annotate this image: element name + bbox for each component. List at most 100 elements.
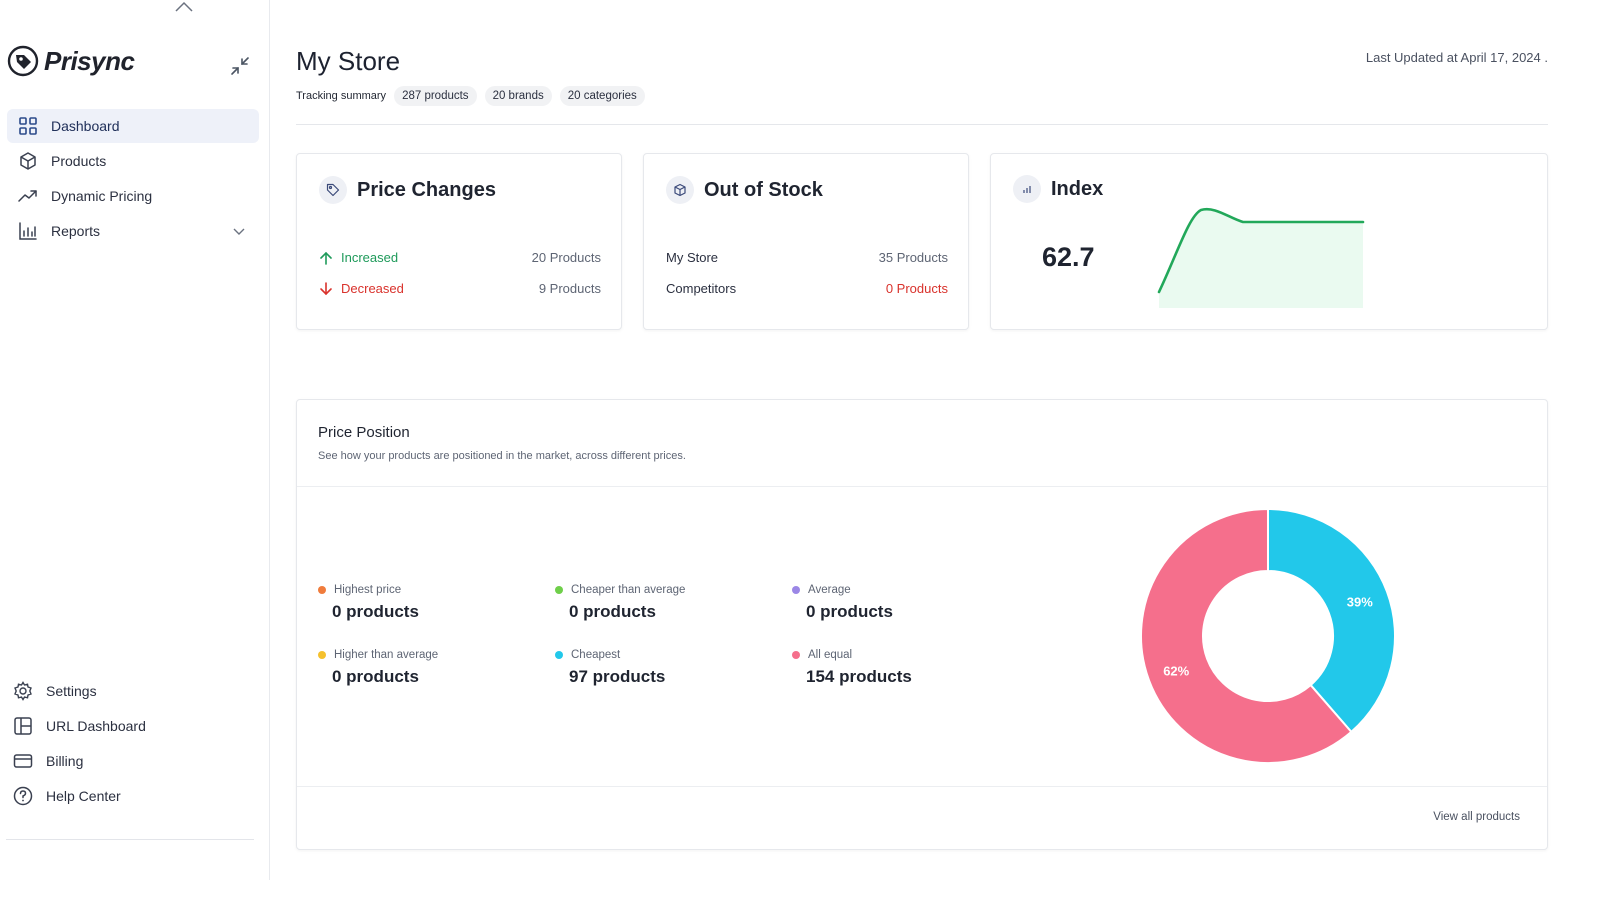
out-of-stock-card[interactable]: Out of Stock My Store 35 Products Compet… bbox=[643, 153, 969, 330]
last-updated-text: Last Updated at April 17, 2024 . bbox=[1365, 50, 1548, 65]
view-all-products-link[interactable]: View all products bbox=[1433, 811, 1520, 823]
categories-count-chip: 20 categories bbox=[559, 86, 645, 106]
legend-value: 0 products bbox=[569, 602, 656, 621]
page-title: My Store bbox=[296, 46, 401, 76]
legend-item-cheaper-than-average[interactable]: Cheaper than average 0 products bbox=[555, 584, 775, 622]
index-card[interactable]: Index 62.7 bbox=[990, 153, 1548, 330]
sidebar-item-settings[interactable]: Settings bbox=[4, 674, 256, 708]
legend-value: 154 products bbox=[806, 667, 912, 686]
main-nav: Dashboard Products Dynamic Pricing Repor… bbox=[7, 109, 259, 249]
increased-row[interactable]: Increased 20 Products bbox=[319, 250, 601, 265]
legend-item-highest-price[interactable]: Highest price 0 products bbox=[318, 584, 538, 622]
donut-data-label: 39% bbox=[1347, 595, 1373, 610]
sidebar-item-url-dashboard[interactable]: URL Dashboard bbox=[4, 709, 256, 743]
arrow-up-icon bbox=[320, 251, 332, 265]
my-store-value: 35 Products bbox=[878, 250, 948, 265]
competitors-row[interactable]: Competitors 0 Products bbox=[666, 281, 948, 296]
chevron-down-icon[interactable] bbox=[231, 223, 247, 239]
sidebar-item-label: Reports bbox=[51, 223, 101, 239]
sidebar-item-dashboard[interactable]: Dashboard bbox=[7, 109, 259, 143]
legend-dot bbox=[318, 651, 326, 659]
card-header: Index bbox=[1013, 175, 1103, 203]
legend-dot bbox=[792, 586, 800, 594]
sidebar-item-dynamic-pricing[interactable]: Dynamic Pricing bbox=[7, 179, 259, 213]
sidebar-item-label: Dashboard bbox=[51, 118, 120, 134]
sidebar-item-label: URL Dashboard bbox=[46, 718, 146, 734]
bar-chart-icon bbox=[17, 220, 39, 242]
increased-label: Increased bbox=[341, 250, 399, 265]
help-circle-icon bbox=[12, 785, 34, 807]
legend-label: Highest price bbox=[334, 584, 402, 596]
legend-label: Cheapest bbox=[571, 649, 621, 661]
box-icon bbox=[666, 176, 694, 204]
sidebar-item-products[interactable]: Products bbox=[7, 144, 259, 178]
legend-value: 0 products bbox=[332, 602, 419, 621]
competitors-label: Competitors bbox=[666, 281, 737, 296]
price-changes-card[interactable]: Price Changes Increased 20 Products Decr… bbox=[296, 153, 622, 330]
legend-dot bbox=[555, 651, 563, 659]
price-position-card: Price Position See how your products are… bbox=[296, 399, 1548, 850]
trending-up-icon bbox=[17, 185, 39, 207]
sidebar-item-reports[interactable]: Reports bbox=[7, 214, 259, 248]
price-position-title: Price Position bbox=[318, 424, 410, 441]
section-divider bbox=[297, 486, 1547, 487]
brand-name: Prisync bbox=[44, 45, 135, 76]
increased-value: 20 Products bbox=[531, 250, 601, 265]
legend-item-higher-than-average[interactable]: Higher than average 0 products bbox=[318, 649, 538, 687]
secondary-nav: Settings URL Dashboard Billing Help Cent… bbox=[4, 674, 256, 814]
index-value: 62.7 bbox=[1042, 242, 1095, 272]
products-count-chip: 287 products bbox=[394, 86, 477, 106]
donut-slice-cheapest[interactable] bbox=[1267, 508, 1396, 734]
collapse-sidebar-icon[interactable] bbox=[228, 54, 252, 78]
chevron-up-icon[interactable] bbox=[174, 0, 194, 12]
decreased-row[interactable]: Decreased 9 Products bbox=[319, 281, 601, 296]
card-title: Out of Stock bbox=[704, 178, 823, 201]
legend-label: All equal bbox=[808, 649, 853, 661]
price-position-subtitle: See how your products are positioned in … bbox=[318, 450, 686, 462]
card-header: Out of Stock bbox=[666, 176, 823, 204]
donut-data-label: 62% bbox=[1163, 663, 1189, 678]
sidebar-item-help-center[interactable]: Help Center bbox=[4, 779, 256, 813]
legend-label: Higher than average bbox=[334, 649, 439, 661]
legend-dot bbox=[792, 651, 800, 659]
legend-item-cheapest[interactable]: Cheapest 97 products bbox=[555, 649, 775, 687]
sparkline-area bbox=[1159, 209, 1363, 308]
sidebar-item-label: Billing bbox=[46, 753, 84, 769]
bar-chart-icon bbox=[1013, 175, 1041, 203]
arrow-down-icon bbox=[320, 281, 332, 295]
box-icon bbox=[17, 150, 39, 172]
tag-icon bbox=[319, 176, 347, 204]
sidebar-item-label: Settings bbox=[46, 683, 97, 699]
sidebar: Prisync Dashboard Products Dynamic Prici… bbox=[0, 0, 270, 880]
legend-value: 97 products bbox=[569, 667, 666, 686]
price-position-donut-chart: 39% 62% bbox=[1140, 508, 1396, 764]
card-title: Index bbox=[1051, 177, 1104, 200]
my-store-row[interactable]: My Store 35 Products bbox=[666, 250, 948, 265]
card-header: Price Changes bbox=[319, 176, 496, 204]
decreased-value: 9 Products bbox=[538, 281, 601, 296]
sparkline-line bbox=[1157, 207, 1365, 294]
sidebar-item-billing[interactable]: Billing bbox=[4, 744, 256, 778]
brand-logo[interactable]: Prisync bbox=[6, 44, 135, 78]
sidebar-divider bbox=[6, 839, 254, 840]
competitors-value: 0 Products bbox=[885, 281, 948, 296]
credit-card-icon bbox=[12, 750, 34, 772]
sidebar-item-label: Products bbox=[51, 153, 107, 169]
legend-label: Cheaper than average bbox=[571, 584, 686, 596]
sidebar-item-label: Dynamic Pricing bbox=[51, 188, 153, 204]
grid-icon bbox=[17, 115, 39, 137]
tracking-summary-label: Tracking summary bbox=[296, 90, 387, 102]
tracking-summary: Tracking summary 287 products 20 brands … bbox=[296, 86, 645, 106]
header-divider bbox=[296, 124, 1548, 125]
legend-dot bbox=[555, 586, 563, 594]
legend-label: Average bbox=[808, 584, 851, 596]
brands-count-chip: 20 brands bbox=[484, 86, 552, 106]
decreased-label: Decreased bbox=[341, 281, 404, 296]
donut-slice-all-equal[interactable] bbox=[1140, 508, 1353, 764]
prisync-logo-icon bbox=[7, 45, 39, 77]
legend-item-average[interactable]: Average 0 products bbox=[792, 584, 1012, 622]
gear-icon bbox=[12, 680, 34, 702]
legend-item-all-equal[interactable]: All equal 154 products bbox=[792, 649, 1012, 687]
my-store-label: My Store bbox=[666, 250, 719, 265]
sidebar-item-label: Help Center bbox=[46, 788, 121, 804]
